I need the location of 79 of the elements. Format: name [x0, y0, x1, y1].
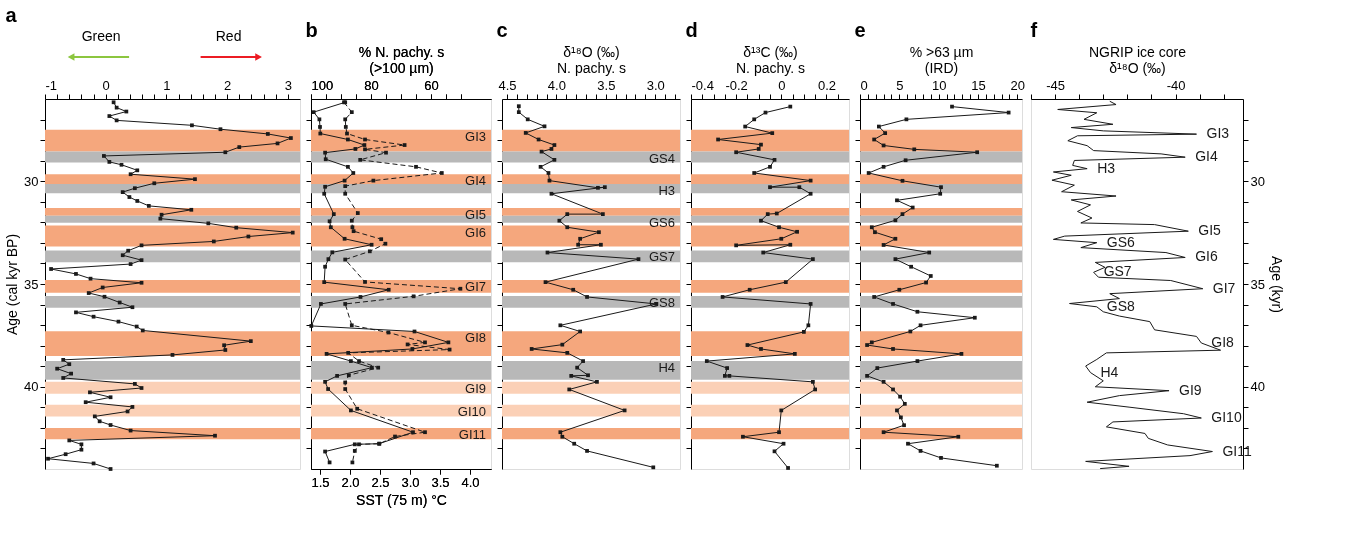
x-tick-label: 15 [971, 77, 986, 93]
annotation: GI9 [1179, 381, 1202, 398]
x-axis-title: % >63 µm (IRD) [909, 43, 974, 76]
band-label: GS7 [648, 249, 675, 265]
x2-tick-label: 60 [424, 77, 439, 93]
band-label: GS8 [648, 294, 675, 310]
x-tick-label: 3 [284, 77, 292, 93]
annotation: GI7 [1212, 279, 1236, 296]
annotation: GI8 [1211, 333, 1235, 350]
band-label: GI7 [465, 278, 486, 294]
x-axis-title: δ¹³C (‰) N. pachy. s [736, 43, 805, 76]
x-tick-label: 2.5 [371, 474, 390, 490]
chart-title: b [305, 19, 318, 41]
x-axis-title: SST (75 m) °C [356, 491, 447, 508]
x-tick-label: 3.5 [431, 474, 450, 490]
band-label: H4 [658, 360, 675, 376]
x-tick-label: 20 [1010, 77, 1026, 93]
x-tick-label: 3.0 [401, 474, 420, 490]
x-tick-label: -40 [1166, 77, 1186, 93]
x-tick-label: 0 [860, 77, 868, 93]
band-label: GI5 [465, 206, 486, 222]
y-tick-label: 30 [1250, 173, 1265, 189]
band-label: H3 [658, 183, 675, 199]
x-tick-label: 5 [896, 77, 904, 93]
y-tick-label: 30 [24, 173, 39, 189]
x-tick-label: 0 [778, 77, 786, 93]
chart-title: f [1030, 19, 1038, 41]
x2-tick-label: 80 [364, 77, 379, 93]
y-tick-label: 35 [1250, 276, 1265, 292]
text: Red [215, 28, 242, 44]
x-tick-label: 0 [102, 77, 110, 93]
annotation: H3 [1097, 159, 1116, 176]
annotation: GI10 [1211, 409, 1242, 426]
y-tick-label: 35 [24, 276, 39, 292]
annotation: GS7 [1103, 263, 1132, 280]
annotation: GI3 [1206, 125, 1230, 142]
x-tick-label: 4.5 [498, 77, 517, 93]
x2-axis-title: % N. pachy. s (>100 µm) [358, 43, 445, 76]
band-label: GI10 [457, 403, 486, 419]
x-tick-label: 1 [163, 77, 171, 93]
band-label: GI6 [465, 224, 486, 240]
x-tick-label: -0.2 [725, 77, 748, 93]
x-axis-title: NGRIP ice core δ¹⁸O (‰) [1089, 43, 1187, 76]
y-tick-label: 40 [24, 379, 39, 395]
y-axis-title: Age (kyr) [1268, 256, 1285, 313]
x-tick-label: -0.4 [691, 77, 714, 93]
x-axis-title: δ¹⁸O (‰) N. pachy. s [557, 43, 626, 76]
x-tick-label: 0.2 [817, 77, 836, 93]
chart-title: e [854, 19, 866, 41]
band-label: GS6 [648, 214, 675, 230]
x2-tick-label: 100 [311, 77, 334, 93]
text: Green [81, 28, 121, 44]
annotation: H4 [1100, 363, 1119, 380]
band-label: GI3 [465, 128, 486, 144]
x-tick-label: 2 [224, 77, 232, 93]
annotation: GI6 [1195, 248, 1218, 265]
annotation: GS8 [1106, 297, 1135, 314]
y-axis-title: Age (cal kyr BP) [4, 233, 21, 336]
chart-title: d [685, 19, 698, 41]
annotation: GS6 [1106, 233, 1135, 250]
band-label: GI9 [465, 380, 486, 396]
annotation: GI4 [1195, 148, 1218, 165]
x-tick-label: 3.5 [597, 77, 616, 93]
chart-title: c [496, 19, 508, 41]
band-label: GI8 [465, 330, 486, 346]
x-tick-label: 1.5 [311, 474, 330, 490]
y-tick-label: 40 [1250, 379, 1265, 395]
x-tick-label: -1 [45, 77, 58, 93]
x-tick-label: 2.0 [341, 474, 360, 490]
chart-title: a [5, 4, 18, 26]
x-tick-label: 3.0 [646, 77, 665, 93]
band-label: GI11 [458, 426, 486, 442]
band-label: GI4 [465, 173, 486, 189]
annotation: GI5 [1198, 222, 1222, 239]
x-tick-label: 4.0 [547, 77, 566, 93]
x-tick-label: -45 [1046, 77, 1065, 93]
band-label: GS4 [648, 150, 675, 166]
x-tick-label: 4.0 [461, 474, 480, 490]
x-tick-label: 10 [931, 77, 947, 93]
